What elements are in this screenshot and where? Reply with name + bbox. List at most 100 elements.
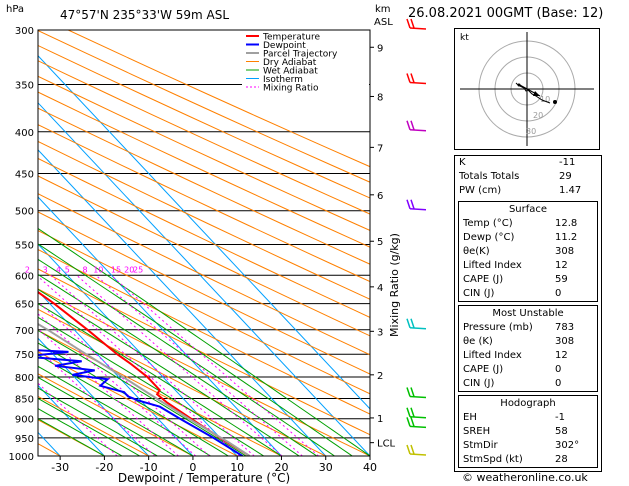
location-title: 47°57'N 235°33'W 59m ASL [60,8,230,22]
surface-row: θe(K) 308 [463,246,575,257]
wind-barb [406,407,427,419]
most-unstable-row: θe (K) 308 [463,336,575,347]
wind-barb [406,199,427,211]
asl-label: ASL [374,17,393,28]
pressure-tick-label: 400 [15,128,34,139]
height-ticks: 9 8 7 6 5 4 3 2 1 LCL [370,43,396,450]
pressure-tick-label: 450 [15,169,34,180]
legend-entry: Wet Adiabat [263,67,318,77]
mixing-ratio-label: 2 [25,265,30,274]
pressure-ticks: 300 350 400 450 500 550 600 650 700 750 800 850 900 9… [9,26,34,463]
mixing-ratio-label: 5 [65,265,70,274]
wind-barb [406,120,427,132]
temperature-tick-label: 20 [274,461,288,474]
surface-box: Surface Temp (°C) 12.8 Dewp (°C) 11.2 θe(K) 3… [458,201,598,302]
mixing-ratio-label: 3 [43,265,48,274]
pressure-tick-label: 350 [15,81,34,92]
legend-entry: Dry Adiabat [263,58,317,68]
pressure-tick-label: 850 [15,394,34,405]
pressure-tick-label: 800 [15,373,34,384]
pressure-tick-label: 650 [15,300,34,311]
dewpoint-line [38,349,244,456]
legend-entry: Dewpoint [263,41,306,51]
copyright-footer: © weatheronline.co.uk [462,471,588,484]
hodo-ring-10: 10 [540,95,550,104]
profile-series [38,290,251,456]
hodograph-unit: kt [460,33,469,43]
totals-totals-row: Totals Totals 29 [459,171,572,182]
most-unstable-row: Pressure (mb) 783 [463,322,575,333]
mixing-ratio-label: 8 [82,265,87,274]
legend-entry: Isotherm [263,75,303,85]
most-unstable-row: CAPE (J) 0 [463,364,562,375]
hodograph-row: StmSpd (kt) 28 [463,454,568,465]
pressure-tick-label: 700 [15,326,34,337]
wind-barbs [406,18,427,456]
pressure-tick-label: 500 [15,207,34,218]
most-unstable-row: Lifted Index 12 [463,350,568,361]
temperature-ticks: -30 -20 -10 0 10 20 30 40 [51,456,377,474]
most-unstable-box: Most Unstable Pressure (mb) 783 θe (K) 308 L… [458,305,598,392]
hodo-ring-20: 20 [533,111,543,120]
mixing-ratio-label: 4 [56,265,61,274]
k-index-row: K -11 [459,157,576,168]
most-unstable-row: CIN (J) 0 [463,378,562,389]
datetime-title: 26.08.2021 00GMT (Base: 12) [408,6,604,21]
wind-barb [406,387,427,399]
height-tick-label: 4 [377,283,383,294]
hodograph-box: Hodograph EH -1 SREH 58 StmDir 302° StmSpd (kt… [458,395,598,468]
hodograph-row: EH -1 [463,412,565,423]
surface-row: Temp (°C) 12.8 [463,218,578,229]
height-tick-label: 5 [377,237,383,248]
surface-row: CAPE (J) 59 [463,274,568,285]
temperature-tick-label: 40 [363,461,377,474]
pressure-tick-label: 550 [15,240,34,251]
height-tick-label: 8 [377,92,383,103]
pressure-tick-label: 600 [15,271,34,282]
hodograph-row: SREH 58 [463,426,568,437]
surface-row: Lifted Index 12 [463,260,568,271]
mixing-ratio-label: 10 [93,265,103,274]
hodo-ring-30: 30 [526,127,536,136]
wind-barb [406,73,427,85]
wind-barb [406,444,427,456]
pressure-tick-label: 750 [15,350,34,361]
wind-barb [406,318,427,330]
mixing-ratio-label: 15 [111,265,121,274]
pressure-tick-label: 900 [15,415,34,426]
temperature-tick-label: 30 [319,461,333,474]
height-tick-label: 9 [377,43,383,54]
hodograph: kt 10 20 30 [454,28,600,150]
hodograph-row: StmDir 302° [463,440,580,451]
hpa-label: hPa [6,4,25,15]
pressure-tick-label: 950 [15,434,34,445]
pressure-tick-label: 300 [15,26,34,37]
temperature-tick-label: -20 [95,461,113,474]
parcel-trajectory-line [38,322,251,456]
surface-row: CIN (J) 0 [463,288,562,299]
temperature-line [38,290,251,456]
indices-panel: K -11 Totals Totals 29 PW (cm) 1.47 Surface… [454,155,602,472]
wind-barb [406,18,427,30]
height-tick-label: 2 [377,371,383,382]
mixing-ratio-labels: 12345810152025 [25,265,143,274]
legend-entry: Parcel Trajectory [263,50,338,60]
x-axis-label: Dewpoint / Temperature (°C) [118,471,290,485]
height-tick-label: 1 [377,414,383,425]
mixing-ratio-label: 20 [124,265,134,274]
temperature-tick-label: 10 [230,461,244,474]
wind-barb [406,417,427,429]
legend-entry: Mixing Ratio [263,84,319,94]
legend-entry: Temperature [262,33,320,43]
mixing-ratio-label: 25 [133,265,143,274]
temperature-tick-label: 0 [189,461,196,474]
precipitable-water-row: PW (cm) 1.47 [459,185,582,196]
pressure-tick-label: 1000 [9,452,34,463]
height-tick-label: 6 [377,191,383,202]
km-label: km [375,4,391,15]
plot-frame [37,29,371,457]
surface-row: Dewp (°C) 11.2 [463,232,578,243]
height-tick-label: 3 [377,327,383,338]
